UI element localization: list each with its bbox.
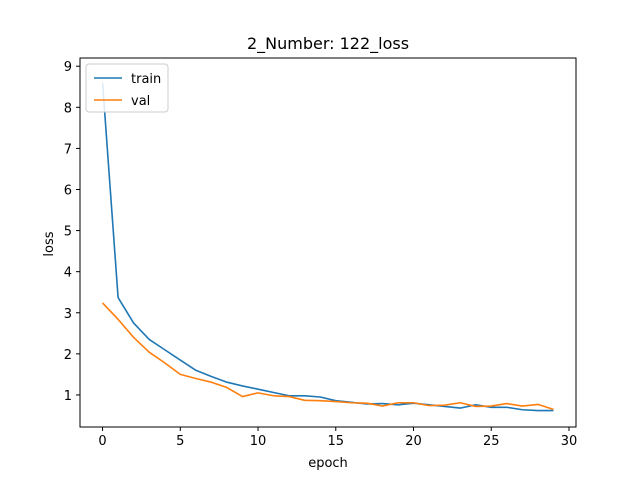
y-tick-label: 9: [64, 60, 72, 75]
x-tick-label: 0: [98, 434, 106, 449]
y-tick-label: 3: [64, 307, 72, 322]
series-line-val: [101, 302, 554, 411]
series-line-train: [101, 82, 554, 412]
legend: train val: [85, 63, 169, 113]
x-tick-label: 25: [483, 434, 500, 449]
y-tick-label: 2: [64, 348, 72, 363]
plot-area: [101, 82, 554, 412]
y-tick-label: 4: [64, 266, 72, 281]
x-tick-label: 20: [405, 434, 422, 449]
plot-frame: [79, 57, 577, 428]
y-axis: 1 2 3 4 5 6 7 8 9: [64, 60, 80, 404]
x-tick-label: 30: [561, 434, 578, 449]
y-axis-label: loss: [42, 231, 57, 256]
x-tick-label: 10: [250, 434, 267, 449]
y-tick-label: 1: [64, 389, 72, 404]
x-axis-label: epoch: [308, 456, 348, 471]
legend-label-val: val: [131, 94, 150, 109]
chart-title: 2_Number: 122_loss: [247, 34, 409, 54]
x-axis: 0 5 10 15 20 25 30: [98, 427, 577, 449]
y-tick-label: 6: [64, 183, 72, 198]
y-tick-label: 8: [64, 101, 72, 116]
series-lines: [101, 82, 554, 412]
x-tick-label: 5: [176, 434, 184, 449]
legend-label-train: train: [131, 72, 161, 87]
x-tick-label: 15: [328, 434, 345, 449]
y-tick-label: 5: [64, 225, 72, 240]
y-tick-label: 7: [64, 142, 72, 157]
